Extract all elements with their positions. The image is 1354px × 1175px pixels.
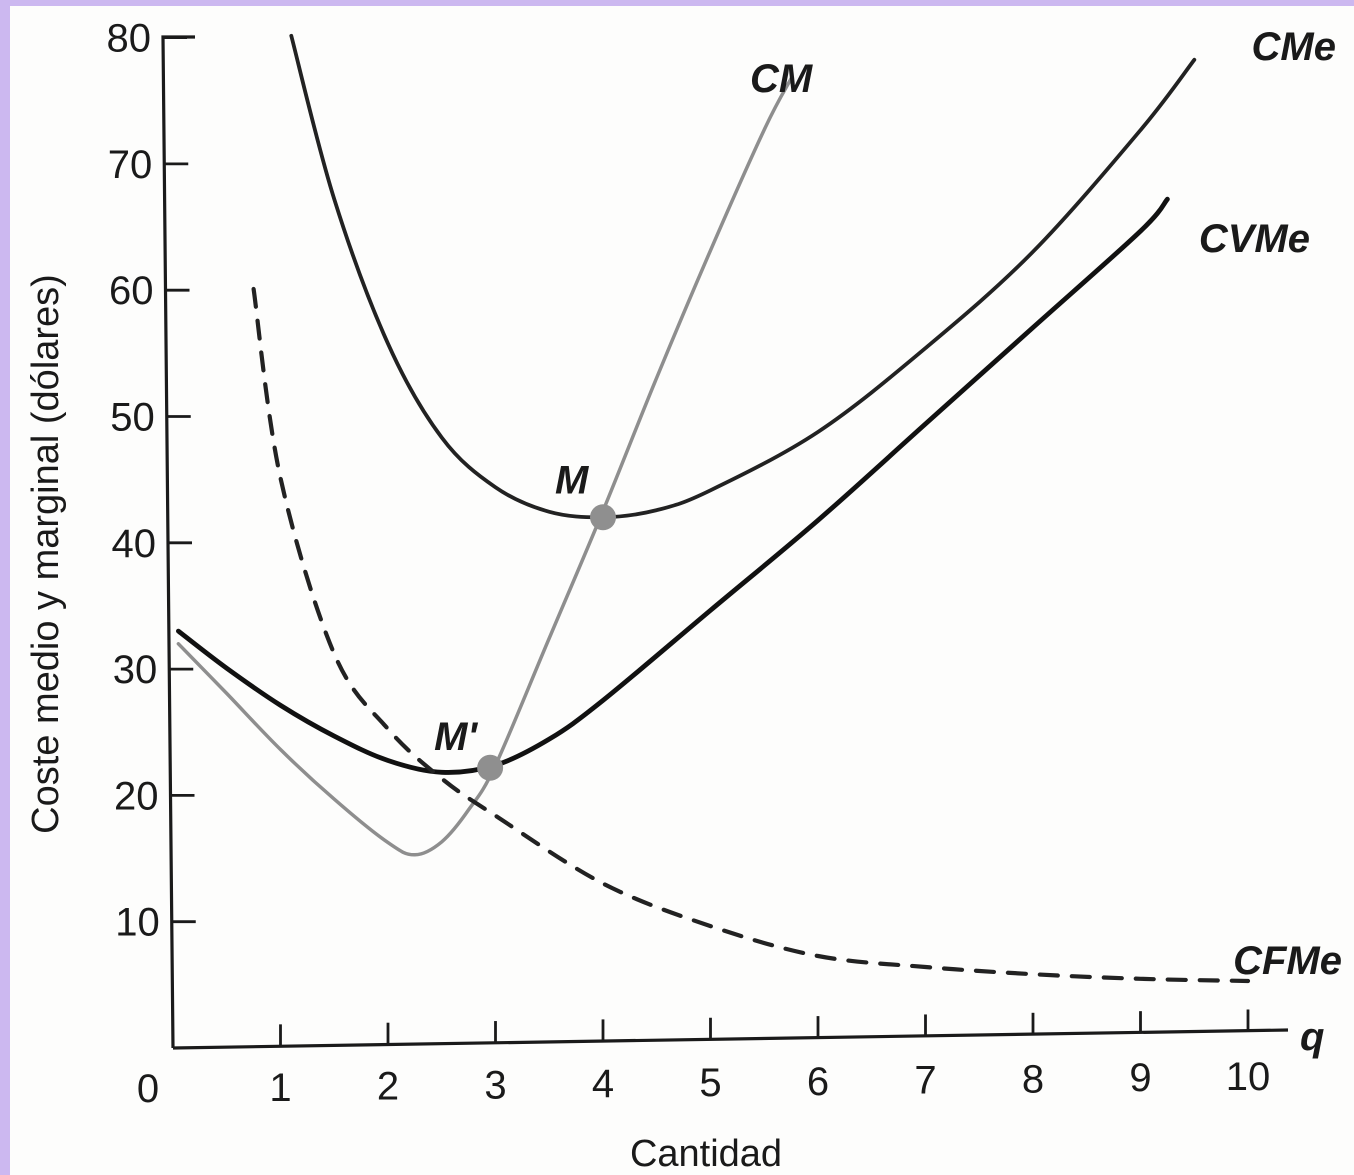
x-tick-label-9: 9: [1129, 1056, 1151, 1100]
x-tick-label-6: 6: [807, 1060, 829, 1104]
x-tick-label-8: 8: [1022, 1057, 1044, 1101]
point-m-prime: [477, 754, 504, 781]
x-tick-label-0: 0: [137, 1067, 159, 1111]
cost-curves-chart: 10 20 30 40 50 60 70 80 0 1 2 3 4 5 6 7 8 9 10 M M' Cantida…: [25, 17, 1342, 1175]
y-tick-label-20: 20: [114, 774, 159, 818]
x-tick-label-2: 2: [377, 1065, 399, 1109]
points-layer: M M': [434, 458, 616, 781]
y-tick-label-50: 50: [110, 396, 155, 440]
x-axis-end-label: q: [1300, 1015, 1324, 1059]
series-label-cfme: CFMe: [1233, 939, 1342, 983]
x-tick-label-4: 4: [592, 1062, 614, 1106]
series-label-cvme: CVMe: [1199, 217, 1310, 261]
y-axis-title: Coste medio y marginal (dólares): [25, 274, 67, 834]
point-label-m-prime: M': [434, 715, 478, 759]
x-tick-label-7: 7: [914, 1059, 936, 1103]
series-cvme-curve: [176, 196, 1170, 775]
x-axis-title: Cantidad: [630, 1133, 782, 1175]
series-label-cme: CMe: [1252, 25, 1336, 69]
series-cfme-curve: [251, 286, 1251, 984]
series-cm-curve: [176, 76, 793, 857]
y-tick-label-30: 30: [113, 648, 158, 692]
x-tick-label-5: 5: [699, 1061, 721, 1105]
point-m: [590, 504, 616, 531]
point-label-m: M: [555, 458, 590, 502]
ticks-layer: 10 20 30 40 50 60 70 80 0 1 2 3 4 5 6 7 8 9 10: [107, 17, 1271, 1111]
y-tick-label-60: 60: [109, 269, 154, 313]
series-cme-curve: [289, 33, 1197, 520]
x-tick-label-10: 10: [1226, 1055, 1271, 1099]
x-tick-label-1: 1: [269, 1066, 291, 1110]
y-tick-label-70: 70: [108, 143, 153, 187]
y-tick-label-10: 10: [115, 901, 160, 945]
y-tick-label-40: 40: [112, 522, 157, 566]
labels-layer: Cantidad Coste medio y marginal (dólares…: [25, 25, 1342, 1175]
x-tick-label-3: 3: [484, 1063, 506, 1107]
chart-panel: 10 20 30 40 50 60 70 80 0 1 2 3 4 5 6 7 8 9 10 M M' Cantida…: [10, 6, 1354, 1175]
y-tick-label-80: 80: [107, 17, 152, 61]
curves-layer: [176, 33, 1251, 984]
series-label-cm: CM: [750, 57, 814, 101]
x-axis-line: [172, 1028, 1289, 1050]
